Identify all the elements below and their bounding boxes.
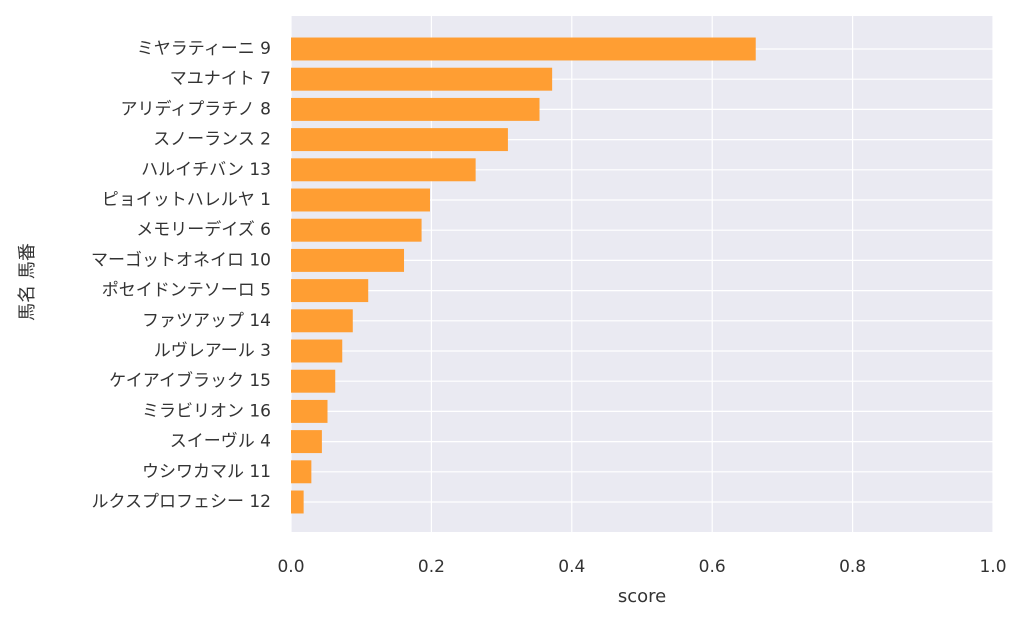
y-tick-label: スイーヴル 4 <box>170 432 271 452</box>
y-tick-label: ルクスプロフェシー 12 <box>91 492 271 512</box>
bar <box>291 67 553 91</box>
x-tick-labels: 0.0 0.2 0.4 0.6 0.8 1.0 <box>277 557 1006 577</box>
x-axis-label: score <box>618 586 666 607</box>
y-tick-label: ミヤラティーニ 9 <box>137 39 271 59</box>
y-tick-label: ポセイドンテソーロ 5 <box>102 281 271 301</box>
y-tick-label: マユナイト 7 <box>170 69 271 89</box>
x-tick-label: 0.4 <box>558 557 585 577</box>
y-tick-label: ルヴレアール 3 <box>154 341 271 361</box>
y-axis-label: 馬名 馬番 <box>17 243 38 321</box>
y-tick-label: マーゴットオネイロ 10 <box>91 249 271 270</box>
bar <box>291 158 476 182</box>
bar <box>291 369 336 393</box>
y-tick-label: ウシワカマル 11 <box>142 462 271 482</box>
y-tick-label: ハルイチバン 13 <box>141 160 271 180</box>
y-tick-labels: ミヤラティーニ 9 マユナイト 7 アリディプラチノ 8 スノーランス 2 ハルイチバン… <box>91 39 271 512</box>
y-tick-label: メモリーデイズ 6 <box>136 219 271 240</box>
bar <box>291 309 353 333</box>
y-tick-label: スノーランス 2 <box>153 130 271 150</box>
bar <box>291 460 312 484</box>
bar <box>291 339 343 363</box>
bar <box>291 218 422 242</box>
y-tick-label: ミラビリオン 16 <box>142 401 271 421</box>
y-tick-label: ケイアイブラック 15 <box>109 370 271 391</box>
y-tick-label: ファツアップ 14 <box>142 311 271 331</box>
bar <box>291 399 328 423</box>
bar <box>291 490 304 514</box>
x-tick-label: 0.2 <box>418 557 445 577</box>
plot-background <box>291 16 993 532</box>
bars <box>291 37 756 514</box>
x-tick-label: 1.0 <box>979 557 1006 577</box>
x-tick-label: 0.8 <box>839 557 866 577</box>
bar <box>291 248 405 272</box>
x-tick-label: 0.6 <box>699 557 726 577</box>
bar <box>291 430 322 454</box>
y-tick-label: アリディプラチノ 8 <box>120 98 271 119</box>
bar <box>291 37 756 61</box>
x-tick-label: 0.0 <box>277 557 304 577</box>
bar <box>291 97 540 121</box>
bar <box>291 188 430 212</box>
y-tick-label: ピョイットハレルヤ 1 <box>102 190 271 210</box>
bar <box>291 279 369 303</box>
bar <box>291 128 508 152</box>
